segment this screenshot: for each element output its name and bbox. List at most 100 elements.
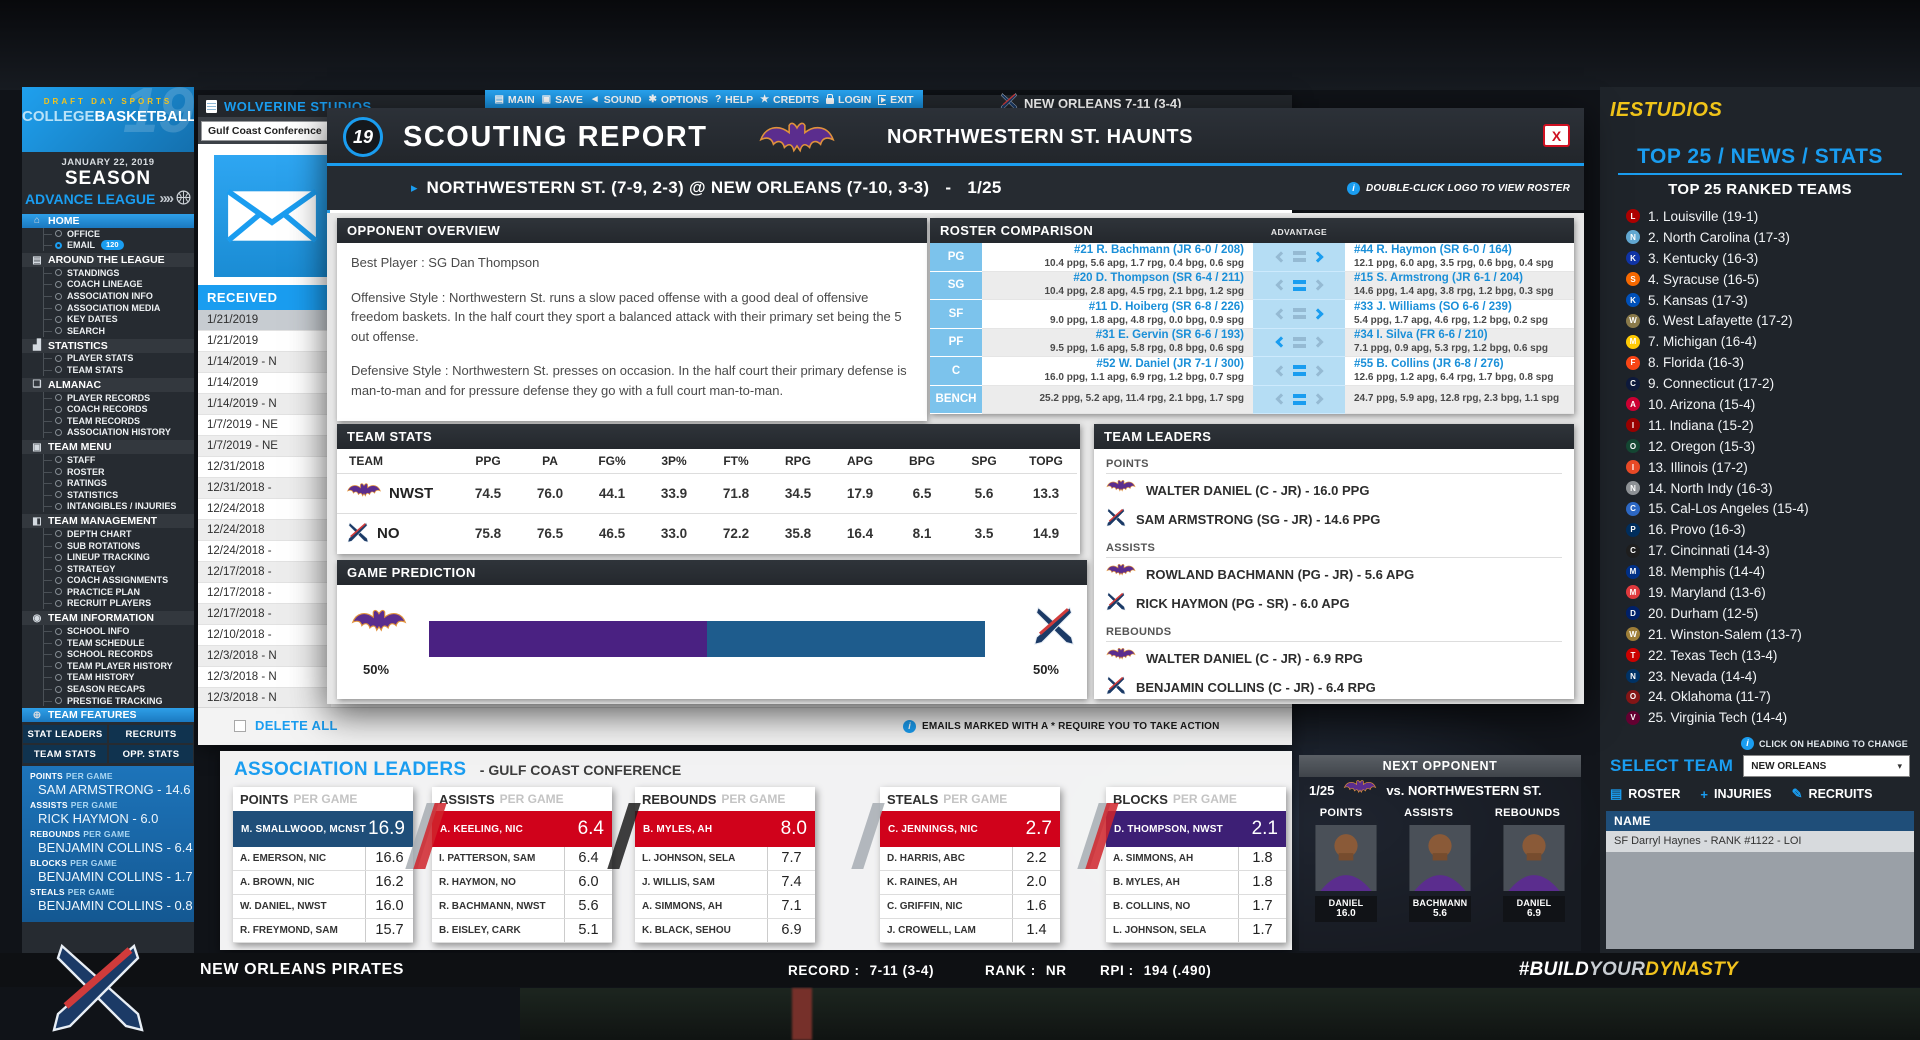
leaders-panel-header[interactable]: REBOUNDS PER GAME xyxy=(635,787,815,811)
sidebar-item-team-player-history[interactable]: TEAM PLAYER HISTORY xyxy=(22,660,194,672)
sidebar-item-lineup-tracking[interactable]: LINEUP TRACKING xyxy=(22,551,194,563)
sidebar-item-coach-assignments[interactable]: COACH ASSIGNMENTS xyxy=(22,574,194,587)
leaders-row[interactable]: B. MYLES, AH 1.8 xyxy=(1106,871,1286,895)
top25-row[interactable]: T 22. Texas Tech (13-4) xyxy=(1626,645,1912,666)
leader-player[interactable]: SAM ARMSTRONG (SG - JR) - 14.6 PPG xyxy=(1136,512,1381,527)
top25-row[interactable]: N 2. North Carolina (17-3) xyxy=(1626,227,1912,248)
player-link[interactable]: #11 D. Hoiberg (SR 6-8 / 226) xyxy=(1088,300,1244,313)
leader-player[interactable]: WALTER DANIEL (C - JR) - 6.9 RPG xyxy=(1146,650,1363,666)
leaders-panel-header[interactable]: ASSISTS PER GAME xyxy=(432,787,612,811)
sidebar-item-season-recaps[interactable]: SEASON RECAPS xyxy=(22,683,194,695)
sidebar-item-email[interactable]: EMAIL 120 xyxy=(22,239,194,251)
leader-player[interactable]: BENJAMIN COLLINS (C - JR) - 6.4 RPG xyxy=(1136,680,1376,695)
sidebar-item-team-history[interactable]: TEAM HISTORY xyxy=(22,671,194,684)
leaders-row[interactable]: L. JOHNSON, SELA 7.7 xyxy=(635,847,815,871)
sidebar-tab-team-stats[interactable]: TEAM STATS xyxy=(23,745,107,764)
email-row[interactable]: 1/14/2019 xyxy=(198,373,331,394)
sidebar-section-statistics[interactable]: ▟ STATISTICS xyxy=(22,338,194,353)
sidebar-item-player-stats[interactable]: PLAYER STATS xyxy=(22,352,194,365)
top25-row[interactable]: A 10. Arizona (15-4) xyxy=(1626,394,1912,415)
leaders-top-row[interactable]: D. THOMPSON, NWST 2.1 xyxy=(1106,811,1286,847)
top25-row[interactable]: C 9. Connecticut (17-2) xyxy=(1626,373,1912,394)
sidebar-item-association-history[interactable]: ASSOCIATION HISTORY xyxy=(22,426,194,439)
menubar-item-login[interactable]: LOGIN xyxy=(826,94,871,106)
top25-row[interactable]: I 11. Indiana (15-2) xyxy=(1626,415,1912,436)
leaders-panel-header[interactable]: BLOCKS PER GAME xyxy=(1106,787,1286,811)
top25-row[interactable]: K 5. Kansas (17-3) xyxy=(1626,290,1912,311)
player-link[interactable]: #21 R. Bachmann (JR 6-0 / 208) xyxy=(1073,243,1244,256)
top25-row[interactable]: O 12. Oregon (15-3) xyxy=(1626,436,1912,457)
sidebar-tab-opp-stats[interactable]: OPP. STATS xyxy=(109,745,193,764)
top25-row[interactable]: S 4. Syracuse (16-5) xyxy=(1626,269,1912,290)
leaders-row[interactable]: A. EMERSON, NIC 16.6 xyxy=(233,847,413,871)
leaders-row[interactable]: A. SIMMONS, AH 7.1 xyxy=(635,895,815,919)
delete-all-checkbox[interactable] xyxy=(234,719,246,732)
sidebar-item-key-dates[interactable]: KEY DATES xyxy=(22,313,194,325)
sidebar-section-almanac[interactable]: ❏ ALMANAC xyxy=(22,377,194,392)
email-row[interactable]: 12/3/2018 - N xyxy=(198,646,331,667)
stat-leader-player[interactable]: BENJAMIN COLLINS - 1.7 xyxy=(38,869,193,885)
top25-row[interactable]: F 8. Florida (16-3) xyxy=(1626,352,1912,373)
top25-row[interactable]: K 3. Kentucky (16-3) xyxy=(1626,248,1912,269)
leaders-row[interactable]: I. PATTERSON, SAM 6.4 xyxy=(432,847,612,871)
leaders-row[interactable]: C. GRIFFIN, NIC 1.6 xyxy=(880,895,1060,919)
sidebar-item-roster[interactable]: ROSTER xyxy=(22,465,194,478)
sidebar-item-practice-plan[interactable]: PRACTICE PLAN xyxy=(22,586,194,598)
top25-row[interactable]: D 20. Durham (12-5) xyxy=(1626,603,1912,624)
sidebar-section-team-management[interactable]: ◧ TEAM MANAGEMENT xyxy=(22,514,194,529)
recruits-button[interactable]: ✎ RECRUITS xyxy=(1792,786,1873,802)
leaders-row[interactable]: W. DANIEL, NWST 16.0 xyxy=(233,895,413,919)
leaders-panel-header[interactable]: STEALS PER GAME xyxy=(880,787,1060,811)
email-row[interactable]: 12/31/2018 - xyxy=(198,478,331,499)
top25-heading[interactable]: TOP 25 / NEWS / STATS xyxy=(1637,145,1883,168)
leaders-row[interactable]: A. SIMMONS, AH 1.8 xyxy=(1106,847,1286,871)
email-row[interactable]: 12/17/2018 - xyxy=(198,562,331,583)
email-row[interactable]: 12/31/2018 xyxy=(198,457,331,478)
stat-leader-player[interactable]: SAM ARMSTRONG - 14.6 xyxy=(38,782,191,798)
sidebar-item-recruit-players[interactable]: RECRUIT PLAYERS xyxy=(22,597,194,610)
leaders-row[interactable]: R. HAYMON, NO 6.0 xyxy=(432,871,612,895)
leader-player[interactable]: RICK HAYMON (PG - SR) - 6.0 APG xyxy=(1136,596,1350,611)
received-column-header[interactable]: RECEIVED xyxy=(198,285,331,310)
sidebar-item-player-records[interactable]: PLAYER RECORDS xyxy=(22,391,194,404)
sidebar-tab-recruits[interactable]: RECRUITS xyxy=(109,725,193,744)
sidebar-section-home[interactable]: ⌂ HOME xyxy=(22,213,194,228)
email-row[interactable]: 1/21/2019 xyxy=(198,310,331,331)
top25-row[interactable]: V 25. Virginia Tech (14-4) xyxy=(1626,707,1912,728)
sidebar-section-team-features[interactable]: ⊕ TEAM FEATURES xyxy=(22,708,194,723)
top25-row[interactable]: W 6. West Lafayette (17-2) xyxy=(1626,310,1912,331)
leaders-row[interactable]: J. WILLIS, SAM 7.4 xyxy=(635,871,815,895)
roster-button[interactable]: ▤ ROSTER xyxy=(1610,786,1680,802)
player-link[interactable]: #52 W. Daniel (JR 7-1 / 300) xyxy=(1096,357,1244,370)
player-link[interactable]: #33 J. Williams (SO 6-6 / 239) xyxy=(1354,300,1512,313)
close-button[interactable]: X xyxy=(1543,124,1570,147)
top25-row[interactable]: C 15. Cal-Los Angeles (15-4) xyxy=(1626,498,1912,519)
email-row[interactable]: 12/17/2018 - xyxy=(198,583,331,604)
sidebar-item-team-schedule[interactable]: TEAM SCHEDULE xyxy=(22,636,194,649)
email-row[interactable]: 12/24/2018 xyxy=(198,499,331,520)
sidebar-item-sub-rotations[interactable]: SUB ROTATIONS xyxy=(22,539,194,552)
leaders-top-row[interactable]: C. JENNINGS, NIC 2.7 xyxy=(880,811,1060,847)
email-row[interactable]: 12/17/2018 - xyxy=(198,604,331,625)
leaders-row[interactable]: B. EISLEY, CARK 5.1 xyxy=(432,919,612,943)
sidebar-item-ratings[interactable]: RATINGS xyxy=(22,477,194,489)
leaders-top-row[interactable]: B. MYLES, AH 8.0 xyxy=(635,811,815,847)
player-link[interactable]: #31 E. Gervin (SR 6-6 / 193) xyxy=(1095,329,1244,342)
player-link[interactable]: #55 B. Collins (JR 6-8 / 276) xyxy=(1354,357,1504,370)
stat-leader-player[interactable]: BENJAMIN COLLINS - 0.8 xyxy=(38,898,193,914)
leaders-row[interactable]: J. CROWELL, LAM 1.4 xyxy=(880,919,1060,943)
sidebar-item-search[interactable]: SEARCH xyxy=(22,325,194,337)
email-row[interactable]: 12/3/2018 - N xyxy=(198,667,331,688)
sidebar-section-team-menu[interactable]: ▣ TEAM MENU xyxy=(22,440,194,455)
top25-row[interactable]: N 14. North Indy (16-3) xyxy=(1626,478,1912,499)
advance-league-button[interactable]: ADVANCE LEAGUE »» xyxy=(22,190,194,208)
top25-row[interactable]: O 24. Oklahoma (11-7) xyxy=(1626,686,1912,707)
top25-row[interactable]: L 1. Louisville (19-1) xyxy=(1626,206,1912,227)
sidebar-item-team-stats[interactable]: TEAM STATS xyxy=(22,364,194,376)
leaders-row[interactable]: R. FREYMOND, SAM 15.7 xyxy=(233,919,413,943)
leaders-top-row[interactable]: A. KEELING, NIC 6.4 xyxy=(432,811,612,847)
email-row[interactable]: 12/3/2018 - N xyxy=(198,688,331,709)
top25-row[interactable]: W 21. Winston-Salem (13-7) xyxy=(1626,624,1912,645)
menubar-item-sound[interactable]: ◄ SOUND xyxy=(590,94,642,106)
team-dropdown[interactable]: NEW ORLEANS ▾ xyxy=(1743,755,1910,777)
